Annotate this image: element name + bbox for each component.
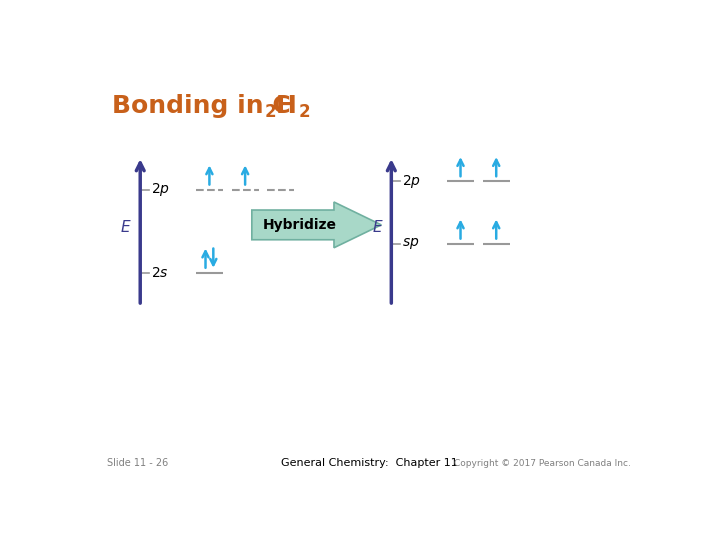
Text: $2p$: $2p$ bbox=[402, 173, 421, 190]
Text: Hybridize: Hybridize bbox=[262, 218, 336, 232]
Text: General Chemistry:  Chapter 11: General Chemistry: Chapter 11 bbox=[281, 458, 457, 468]
Text: Copyright © 2017 Pearson Canada Inc.: Copyright © 2017 Pearson Canada Inc. bbox=[454, 459, 631, 468]
Text: Slide 11 - 26: Slide 11 - 26 bbox=[107, 458, 168, 468]
Text: Bonding in C: Bonding in C bbox=[112, 94, 291, 118]
Text: $2s$: $2s$ bbox=[151, 266, 169, 280]
Text: $E$: $E$ bbox=[120, 219, 132, 235]
Text: H: H bbox=[275, 94, 296, 118]
Text: 2: 2 bbox=[299, 103, 310, 121]
Text: $2p$: $2p$ bbox=[151, 181, 171, 198]
Text: $sp$: $sp$ bbox=[402, 236, 420, 251]
Polygon shape bbox=[252, 202, 382, 248]
Text: $E$: $E$ bbox=[372, 219, 383, 235]
Text: 2: 2 bbox=[265, 103, 276, 121]
